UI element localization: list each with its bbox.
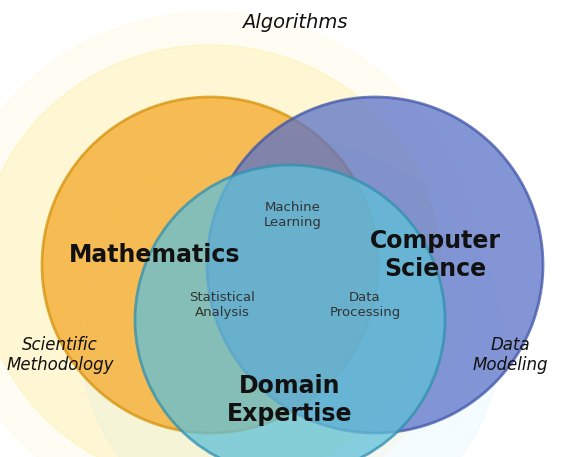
Text: Computer
Science: Computer Science bbox=[370, 229, 501, 281]
Text: Statistical
Analysis: Statistical Analysis bbox=[189, 291, 255, 319]
Text: Mathematics: Mathematics bbox=[69, 243, 241, 267]
Ellipse shape bbox=[0, 45, 440, 457]
Ellipse shape bbox=[42, 97, 378, 433]
Ellipse shape bbox=[207, 97, 543, 433]
Text: Data
Processing: Data Processing bbox=[329, 291, 401, 319]
Ellipse shape bbox=[80, 140, 500, 457]
Ellipse shape bbox=[0, 45, 440, 457]
Ellipse shape bbox=[135, 165, 445, 457]
Text: Data
Modeling: Data Modeling bbox=[472, 335, 548, 374]
Text: Algorithms: Algorithms bbox=[242, 12, 348, 32]
Text: Domain
Expertise: Domain Expertise bbox=[227, 374, 353, 426]
Ellipse shape bbox=[0, 12, 475, 457]
Text: Scientific
Methodology: Scientific Methodology bbox=[6, 335, 114, 374]
Text: Machine
Learning: Machine Learning bbox=[264, 201, 322, 229]
